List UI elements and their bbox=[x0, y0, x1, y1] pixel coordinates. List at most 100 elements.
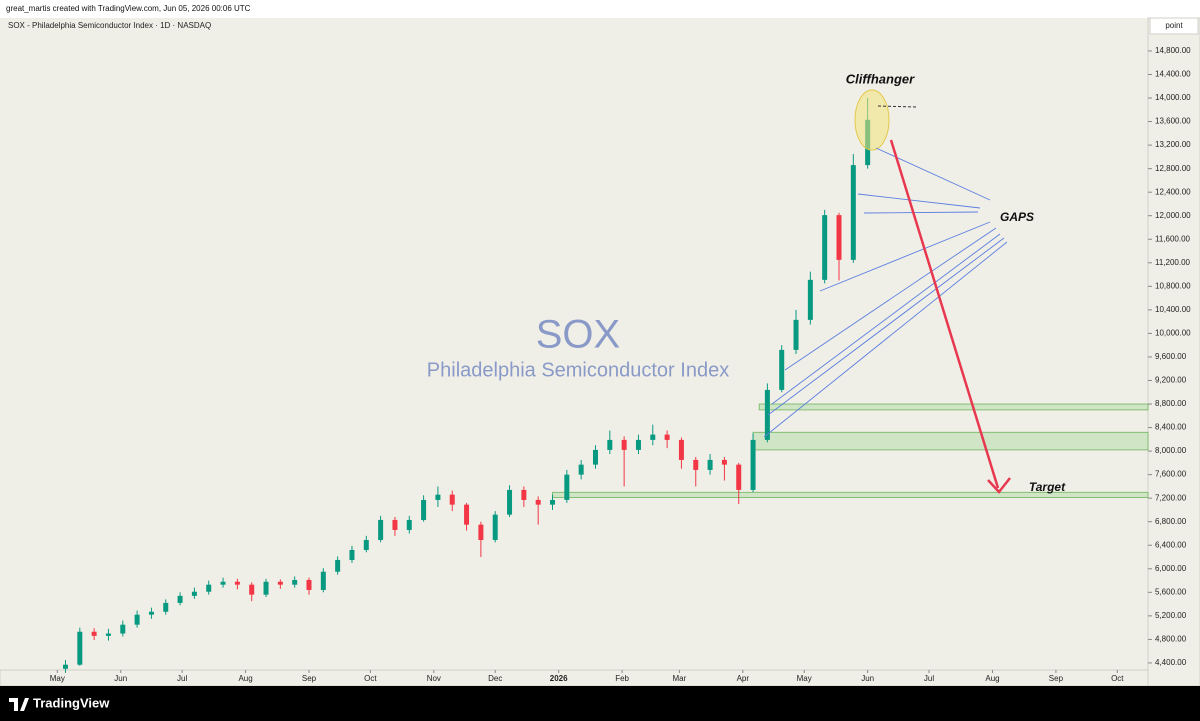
x-tick-label: Nov bbox=[427, 674, 441, 683]
candle-body bbox=[148, 611, 154, 615]
unit-box bbox=[1149, 17, 1199, 35]
candle-body bbox=[349, 549, 355, 560]
candle-body bbox=[793, 319, 799, 350]
candle-body bbox=[478, 524, 484, 540]
gap-zone bbox=[752, 431, 1149, 451]
candle-body bbox=[77, 631, 83, 665]
candle-body bbox=[363, 539, 369, 550]
x-tick-label: Sep bbox=[1049, 674, 1064, 683]
y-tick-label: 10,800.00 bbox=[1155, 281, 1191, 290]
y-tick-label: 13,600.00 bbox=[1155, 117, 1191, 126]
candle-body bbox=[850, 165, 856, 260]
y-tick-label: 4,800.00 bbox=[1155, 635, 1187, 644]
time-axis bbox=[0, 669, 1149, 687]
candle-body bbox=[105, 633, 111, 636]
brand: TradingView bbox=[33, 695, 110, 710]
candle-body bbox=[650, 434, 656, 440]
y-tick-label: 8,000.00 bbox=[1155, 446, 1187, 455]
y-tick-label: 5,600.00 bbox=[1155, 587, 1187, 596]
candle-body bbox=[234, 581, 240, 585]
candle-body bbox=[263, 581, 269, 595]
y-unit: point bbox=[1165, 21, 1183, 30]
annotation-cliffhanger: Cliffhanger bbox=[846, 71, 915, 86]
candle-body bbox=[707, 459, 713, 470]
x-tick-label: Jul bbox=[177, 674, 187, 683]
header-bar bbox=[0, 0, 1200, 18]
y-tick-label: 9,600.00 bbox=[1155, 352, 1187, 361]
y-tick-label: 10,400.00 bbox=[1155, 305, 1191, 314]
candle-body bbox=[779, 349, 785, 390]
x-tick-label: Mar bbox=[672, 674, 686, 683]
candle-body bbox=[62, 664, 68, 669]
watermark-symbol: SOX bbox=[536, 313, 620, 357]
y-tick-label: 8,800.00 bbox=[1155, 399, 1187, 408]
y-tick-label: 12,000.00 bbox=[1155, 211, 1191, 220]
candle-body bbox=[206, 584, 212, 592]
gap-zone bbox=[758, 403, 1149, 411]
x-tick-label: Oct bbox=[1111, 674, 1124, 683]
x-tick-label: May bbox=[797, 674, 812, 683]
y-tick-label: 6,800.00 bbox=[1155, 517, 1187, 526]
x-tick-label: Jun bbox=[861, 674, 874, 683]
candle-body bbox=[406, 519, 412, 530]
candle-body bbox=[320, 571, 326, 590]
candle-body bbox=[292, 579, 298, 585]
x-tick-label: Dec bbox=[488, 674, 502, 683]
annotation-gaps: GAPS bbox=[1000, 210, 1034, 224]
footer-bar bbox=[0, 686, 1200, 721]
y-tick-label: 11,600.00 bbox=[1155, 234, 1191, 243]
candle-body bbox=[621, 439, 627, 450]
x-tick-label: Feb bbox=[615, 674, 629, 683]
x-tick-label: Apr bbox=[737, 674, 750, 683]
y-tick-label: 9,200.00 bbox=[1155, 376, 1187, 385]
annotation-target: Target bbox=[1029, 480, 1066, 494]
highlight-ellipse bbox=[854, 89, 890, 151]
candle-body bbox=[249, 584, 255, 595]
candle-body bbox=[464, 504, 470, 525]
y-tick-label: 5,200.00 bbox=[1155, 611, 1187, 620]
candle-body bbox=[807, 279, 813, 320]
candle-body bbox=[91, 631, 97, 636]
candle-body bbox=[750, 439, 756, 490]
candle-body bbox=[607, 439, 613, 450]
y-tick-label: 14,800.00 bbox=[1155, 46, 1191, 55]
candle-body bbox=[177, 595, 183, 603]
y-tick-label: 12,800.00 bbox=[1155, 164, 1191, 173]
candle-body bbox=[449, 494, 455, 505]
candle-body bbox=[578, 464, 584, 475]
y-tick-label: 6,000.00 bbox=[1155, 564, 1187, 573]
y-tick-label: 6,400.00 bbox=[1155, 540, 1187, 549]
candle-body bbox=[664, 434, 670, 440]
x-tick-label: Jul bbox=[924, 674, 934, 683]
x-tick-label: 2026 bbox=[550, 674, 568, 683]
candle-body bbox=[191, 591, 197, 596]
candle-body bbox=[521, 489, 527, 500]
x-tick-label: Oct bbox=[364, 674, 377, 683]
candle-body bbox=[678, 439, 684, 460]
marks bbox=[62, 98, 1149, 673]
candle-body bbox=[335, 559, 341, 572]
candle-body bbox=[550, 499, 556, 505]
y-tick-label: 8,400.00 bbox=[1155, 423, 1187, 432]
y-tick-label: 13,200.00 bbox=[1155, 140, 1191, 149]
y-tick-label: 12,400.00 bbox=[1155, 187, 1191, 196]
candle-body bbox=[492, 514, 498, 540]
y-tick-label: 7,200.00 bbox=[1155, 493, 1187, 502]
x-tick-label: Sep bbox=[302, 674, 317, 683]
y-tick-label: 14,400.00 bbox=[1155, 70, 1191, 79]
candle-body bbox=[306, 579, 312, 590]
candle-body bbox=[822, 215, 828, 280]
y-tick-label: 14,000.00 bbox=[1155, 93, 1191, 102]
candle-body bbox=[736, 464, 742, 490]
brand-logo bbox=[9, 698, 29, 711]
dashed-line bbox=[877, 105, 919, 108]
candle-body bbox=[435, 494, 441, 500]
candle-body bbox=[535, 499, 541, 505]
x-tick-label: Jun bbox=[114, 674, 127, 683]
x-tick-label: May bbox=[50, 674, 65, 683]
candle-body bbox=[378, 519, 384, 540]
y-tick-label: 10,000.00 bbox=[1155, 329, 1191, 338]
target-arrowhead bbox=[987, 477, 1011, 494]
y-tick-label: 11,200.00 bbox=[1155, 258, 1191, 267]
